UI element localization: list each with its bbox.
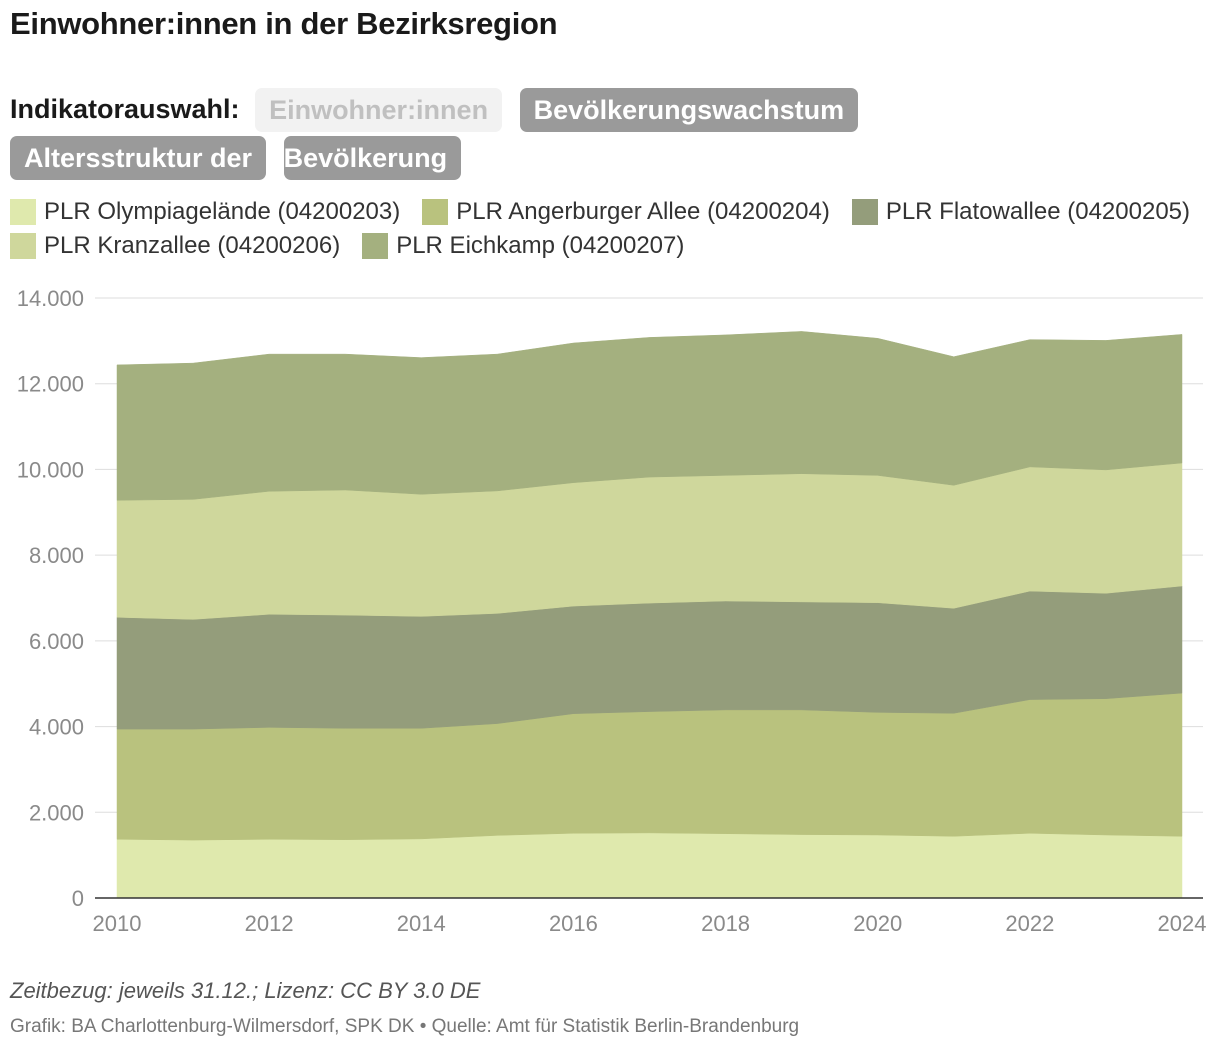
legend-swatch (10, 199, 36, 225)
y-tick-label: 12.000 (17, 372, 84, 397)
indicator-button-einwohner[interactable]: Einwohner:innen (255, 87, 503, 132)
legend-swatch (422, 199, 449, 225)
legend-label: PLR Eichkamp (04200207) (396, 232, 685, 259)
indicator-label: Indikatorauswahl: (10, 94, 240, 124)
legend-item-kranzallee[interactable]: PLR Kranzallee (04200206) (10, 232, 340, 260)
x-tick-label: 2024 (1158, 911, 1207, 936)
y-tick-label: 14.000 (17, 286, 84, 311)
x-tick-label: 2020 (853, 911, 902, 936)
indicator-button-altersstruktur-cont[interactable]: Bevölkerung (283, 135, 462, 180)
footer-source: Grafik: BA Charlottenburg-Wilmersdorf, S… (10, 1016, 800, 1037)
chart-legend: PLR Olympiagelände (04200203) PLR Angerb… (10, 195, 1210, 263)
legend-label: PLR Angerburger Allee (04200204) (456, 198, 830, 225)
y-tick-label: 4.000 (29, 715, 84, 740)
legend-label: PLR Olympiagelände (04200203) (44, 198, 401, 225)
legend-swatch (362, 233, 389, 259)
legend-label: PLR Flatowallee (04200205) (885, 198, 1191, 225)
legend-row: PLR Olympiagelände (04200203) PLR Angerb… (10, 195, 1210, 229)
y-tick-label: 10.000 (17, 457, 84, 482)
page-title: Einwohner:innen in der Bezirksregion (10, 6, 558, 41)
legend-item-eichkamp[interactable]: PLR Eichkamp (04200207) (362, 232, 684, 260)
y-tick-label: 0 (72, 886, 84, 911)
y-tick-label: 8.000 (29, 543, 84, 568)
legend-swatch (851, 199, 878, 225)
x-tick-label: 2022 (1005, 911, 1054, 936)
indicator-selector: Indikatorauswahl: Einwohner:innen Bevölk… (10, 86, 1080, 182)
x-tick-label: 2014 (397, 911, 446, 936)
area-series-4 (116, 331, 1183, 501)
x-tick-label: 2012 (245, 911, 294, 936)
indicator-button-bevoelkerungswachstum[interactable]: Bevölkerungswachstum (519, 87, 859, 132)
legend-label: PLR Kranzallee (04200206) (44, 232, 341, 259)
x-tick-label: 2018 (701, 911, 750, 936)
legend-row: PLR Kranzallee (04200206) PLR Eichkamp (… (10, 229, 1210, 263)
legend-item-flatowallee[interactable]: PLR Flatowallee (04200205) (851, 198, 1191, 226)
area-series-0 (116, 832, 1183, 899)
stacked-area-chart: 0 2.000 4.000 6.000 8.000 10.000 12.000 14.000 2… (17, 286, 1207, 936)
footer-note: Zeitbezug: jeweils 31.12.; Lizenz: CC BY… (10, 978, 481, 1003)
legend-swatch (10, 233, 36, 259)
y-tick-label: 6.000 (29, 629, 84, 654)
indicator-button-altersstruktur[interactable]: Altersstruktur der (10, 135, 267, 180)
legend-item-olympiagelaende[interactable]: PLR Olympiagelände (04200203) (10, 198, 400, 226)
y-tick-label: 2.000 (29, 800, 84, 825)
legend-item-angerburger-allee[interactable]: PLR Angerburger Allee (04200204) (422, 198, 830, 226)
x-tick-label: 2016 (549, 911, 598, 936)
x-tick-label: 2010 (93, 911, 142, 936)
